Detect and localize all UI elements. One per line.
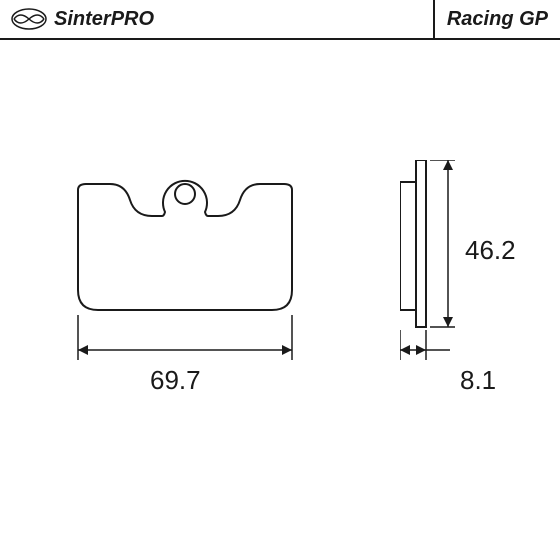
- side-view: [400, 160, 550, 390]
- dimension-width: 69.7: [150, 365, 201, 396]
- dimension-height: 46.2: [465, 235, 516, 266]
- header-bar: SinterPRO Racing GP: [0, 0, 560, 40]
- product-line-title: Racing GP: [433, 0, 548, 38]
- brand-logo-icon: [10, 7, 48, 31]
- brand-prefix: Sinter: [54, 8, 111, 31]
- front-view: [70, 160, 310, 390]
- brand-block: SinterPRO: [0, 7, 154, 31]
- brand-suffix: PRO: [111, 8, 154, 31]
- technical-diagram: 69.7 46.2 8.1: [0, 40, 560, 540]
- dimension-thickness: 8.1: [460, 365, 496, 396]
